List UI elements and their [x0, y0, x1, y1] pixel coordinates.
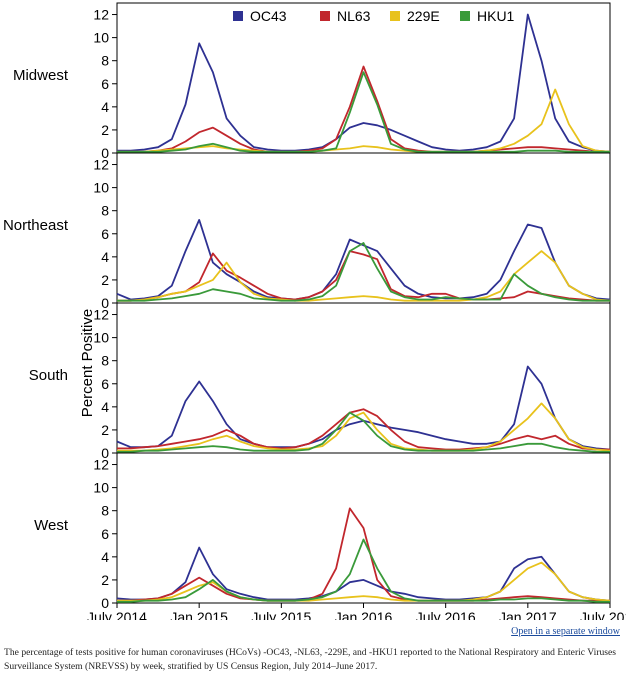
y-tick-label: 8: [101, 353, 109, 369]
y-tick-label: 2: [101, 272, 109, 288]
y-tick-label: 8: [101, 203, 109, 219]
y-tick-label: 0: [101, 595, 109, 611]
y-tick-label: 10: [93, 180, 109, 196]
series-line-nl63: [117, 65, 610, 153]
x-tick-label: July 2016: [416, 609, 476, 620]
y-tick-label: 12: [93, 307, 109, 323]
series-line-oc43: [116, 546, 611, 602]
legend-swatch-nl63: [320, 11, 330, 21]
series-line-229e: [117, 250, 611, 302]
series-line-hku1: [117, 411, 610, 453]
legend: OC43 NL63 229E HKU1: [233, 8, 515, 24]
y-tick-label: 10: [93, 330, 109, 346]
x-tick-label: Jan 2017: [499, 609, 557, 620]
y-tick-label: 2: [101, 572, 109, 588]
x-tick-label: Jan 2015: [170, 609, 228, 620]
series-line-hku1: [117, 538, 610, 603]
legend-label-229e: 229E: [407, 8, 440, 24]
panel-south: 0 2 4 6 8 10 12 South: [29, 302, 611, 461]
y-tick-label: 10: [93, 480, 109, 496]
y-tick-label: 2: [101, 122, 109, 138]
figure-caption: The percentage of tests positive for hum…: [4, 647, 617, 672]
series-line-hku1: [117, 242, 610, 302]
series-line-oc43: [117, 13, 611, 153]
y-tick-label: 4: [101, 99, 109, 115]
y-tick-label: 4: [101, 399, 109, 415]
y-tick-label: 4: [101, 249, 109, 265]
y-axis-label: Percent Positive: [79, 309, 96, 417]
legend-swatch-oc43: [233, 11, 243, 21]
y-tick-label: 0: [101, 145, 109, 161]
legend-swatch-229e: [390, 11, 400, 21]
series-line-hku1: [117, 71, 610, 153]
y-tick-label: 8: [101, 503, 109, 519]
open-separate-window-link[interactable]: Open in a separate window: [511, 626, 620, 637]
y-tick-label: 4: [101, 549, 109, 565]
y-tick-label: 6: [101, 376, 109, 392]
series-line-229e: [117, 88, 611, 153]
x-tick-label: July 2015: [251, 609, 311, 620]
y-tick-label: 12: [93, 457, 109, 473]
y-tick-label: 0: [101, 445, 109, 461]
y-tick-label: 0: [101, 295, 109, 311]
legend-label-hku1: HKU1: [477, 8, 515, 24]
y-tick-label: 6: [101, 226, 109, 242]
panel-northeast: 0 2 4 6 8 10 12 Northeast: [3, 152, 611, 311]
x-tick-label: July 2017: [580, 609, 626, 620]
series-line-nl63: [117, 507, 610, 602]
panel-frame: [116, 152, 611, 304]
legend-label-oc43: OC43: [250, 8, 287, 24]
y-tick-label: 2: [101, 422, 109, 438]
legend-swatch-hku1: [460, 11, 470, 21]
y-tick-label: 10: [93, 30, 109, 46]
y-tick-label: 8: [101, 53, 109, 69]
coronavirus-chart: 0 2 4 6 8 10 12 Midwest 0 2 4 6 8 10 12 Northeast 0 2 4 6 8 1…: [3, 2, 626, 620]
panel-west: 0 2 4 6 8 10 12 West: [34, 452, 611, 611]
legend-label-nl63: NL63: [337, 8, 371, 24]
series-line-229e: [117, 402, 611, 452]
y-tick-label: 6: [101, 526, 109, 542]
y-tick-label: 6: [101, 76, 109, 92]
series-line-229e: [117, 561, 611, 602]
series-line-nl63: [117, 408, 610, 451]
region-label: South: [29, 367, 68, 384]
y-tick-label: 12: [93, 7, 109, 23]
series-line-oc43: [116, 218, 611, 301]
region-label: West: [34, 517, 69, 534]
region-label: Midwest: [13, 67, 69, 84]
panel-midwest: 0 2 4 6 8 10 12 Midwest: [13, 2, 611, 161]
y-tick-label: 12: [93, 157, 109, 173]
x-tick-label: Jan 2016: [335, 609, 393, 620]
series-line-nl63: [117, 250, 610, 302]
x-tick-label: July 2014: [87, 609, 147, 620]
region-label: Northeast: [3, 217, 69, 234]
